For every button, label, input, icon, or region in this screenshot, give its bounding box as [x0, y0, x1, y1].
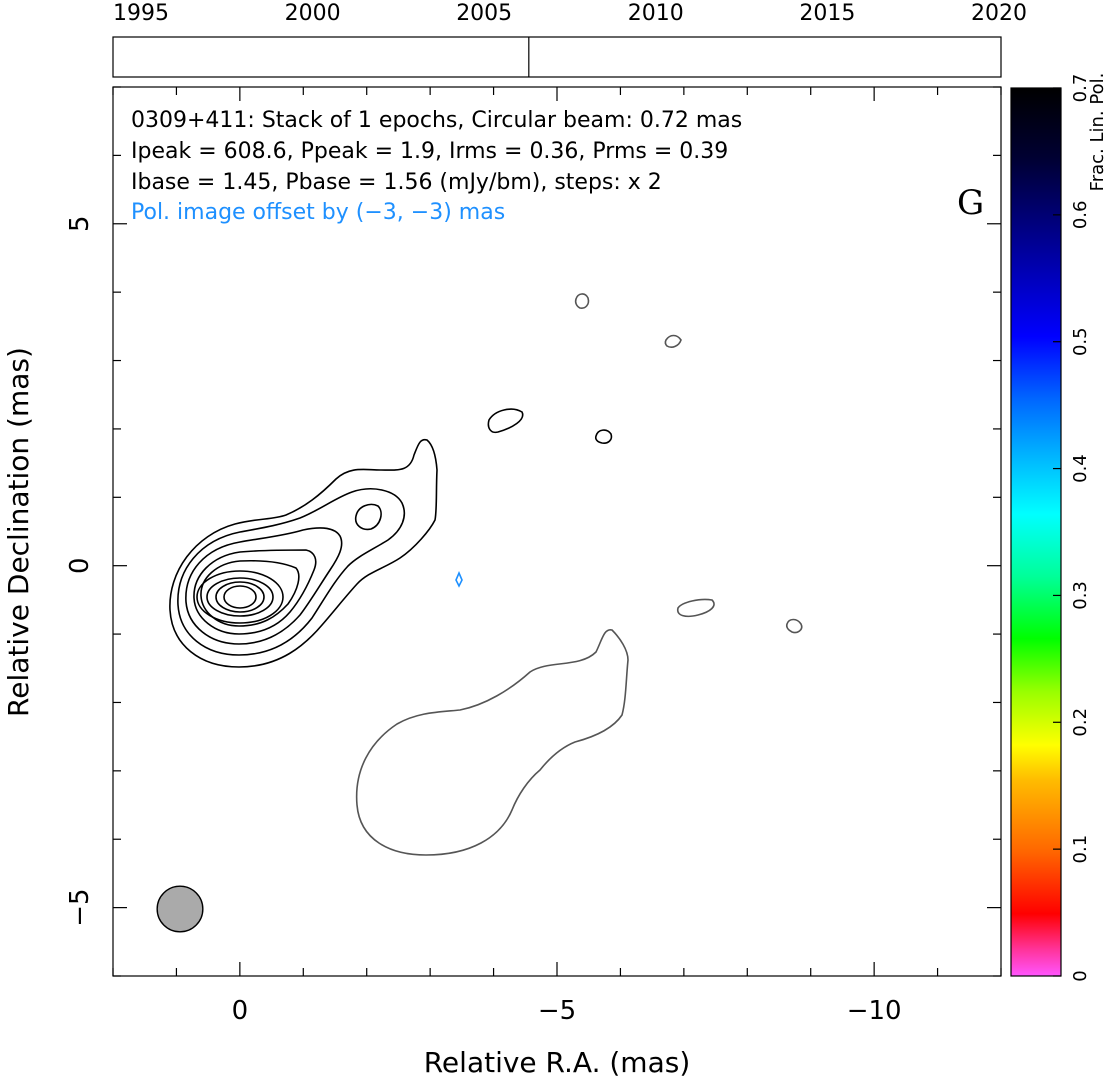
- colorbar-tick-label: 0.5: [1070, 327, 1091, 356]
- x-axis-label: Relative R.A. (mas): [424, 1046, 691, 1079]
- panel-letter: G: [957, 183, 984, 223]
- intensity-contour-5: [200, 559, 300, 627]
- pol-contour-blob-d: [785, 618, 803, 634]
- colorbar-tick-label: 0.2: [1070, 708, 1091, 737]
- pol-contour-blob-a: [574, 293, 590, 309]
- intensity-contour-6: [196, 570, 284, 624]
- colorbar-tick-label: 0.4: [1070, 454, 1091, 483]
- polarization-contours: [355, 293, 803, 856]
- pol-contour-main: [355, 629, 629, 856]
- intensity-contour-3: [185, 527, 343, 645]
- axis-ticks: [112, 86, 1002, 977]
- y-tick-label: 0: [65, 557, 95, 574]
- epoch-year-label: 2015: [799, 1, 855, 26]
- epoch-year-label: 2010: [628, 1, 684, 26]
- y-tick-label: 5: [65, 215, 95, 232]
- colorbar-tick-label: 0.3: [1070, 581, 1091, 610]
- x-tick-label: 0: [232, 996, 249, 1026]
- pol-peak-marker: [455, 570, 463, 588]
- y-tick-label: −5: [65, 888, 95, 926]
- pol-contour-blob-b: [664, 334, 682, 348]
- colorbar-tick-label: 0.7: [1070, 74, 1091, 103]
- intensity-contour-8: [215, 581, 265, 613]
- intensity-contours: [169, 408, 613, 668]
- colorbar-label: Frac. Lin. Pol.: [1087, 73, 1108, 192]
- header-line-2: Ipeak = 608.6, Ppeak = 1.9, Irms = 0.36,…: [131, 139, 728, 164]
- intensity-contour-blob-b: [594, 429, 613, 444]
- x-tick-label: −5: [538, 996, 576, 1026]
- epoch-year-label: 1995: [113, 1, 169, 26]
- timeline-box: [112, 36, 1002, 78]
- colorbar: [1010, 87, 1062, 977]
- y-axis-label: Relative Declination (mas): [2, 347, 35, 717]
- epoch-timeline: 1995 2000 2005 2010 2015 2020: [112, 1, 1027, 78]
- epoch-year-label: 2020: [971, 1, 1027, 26]
- header-line-1: 0309+411: Stack of 1 epochs, Circular be…: [131, 108, 742, 133]
- colorbar-tick-label: 0.6: [1070, 201, 1091, 230]
- beam-circle: [156, 885, 204, 933]
- offset-note: Pol. image offset by (−3, −3) mas: [131, 200, 505, 225]
- intensity-contour-blob-a: [487, 408, 524, 434]
- epoch-year-label: 2000: [285, 1, 341, 26]
- intensity-contour-outer: [169, 438, 438, 668]
- pol-contour-blob-c: [676, 598, 715, 618]
- intensity-contour-9: [223, 585, 257, 609]
- header-line-3: Ibase = 1.45, Pbase = 1.56 (mJy/bm), ste…: [131, 170, 662, 195]
- intensity-contour-4: [193, 549, 317, 635]
- intensity-contour-7: [206, 577, 274, 617]
- x-tick-label: −10: [847, 996, 902, 1026]
- intensity-contour-2: [177, 488, 406, 656]
- epoch-year-label: 2005: [456, 1, 512, 26]
- colorbar-tick-label: 0.1: [1070, 835, 1091, 864]
- colorbar-tick-label: 0: [1070, 970, 1091, 981]
- intensity-contour-knot: [354, 503, 382, 531]
